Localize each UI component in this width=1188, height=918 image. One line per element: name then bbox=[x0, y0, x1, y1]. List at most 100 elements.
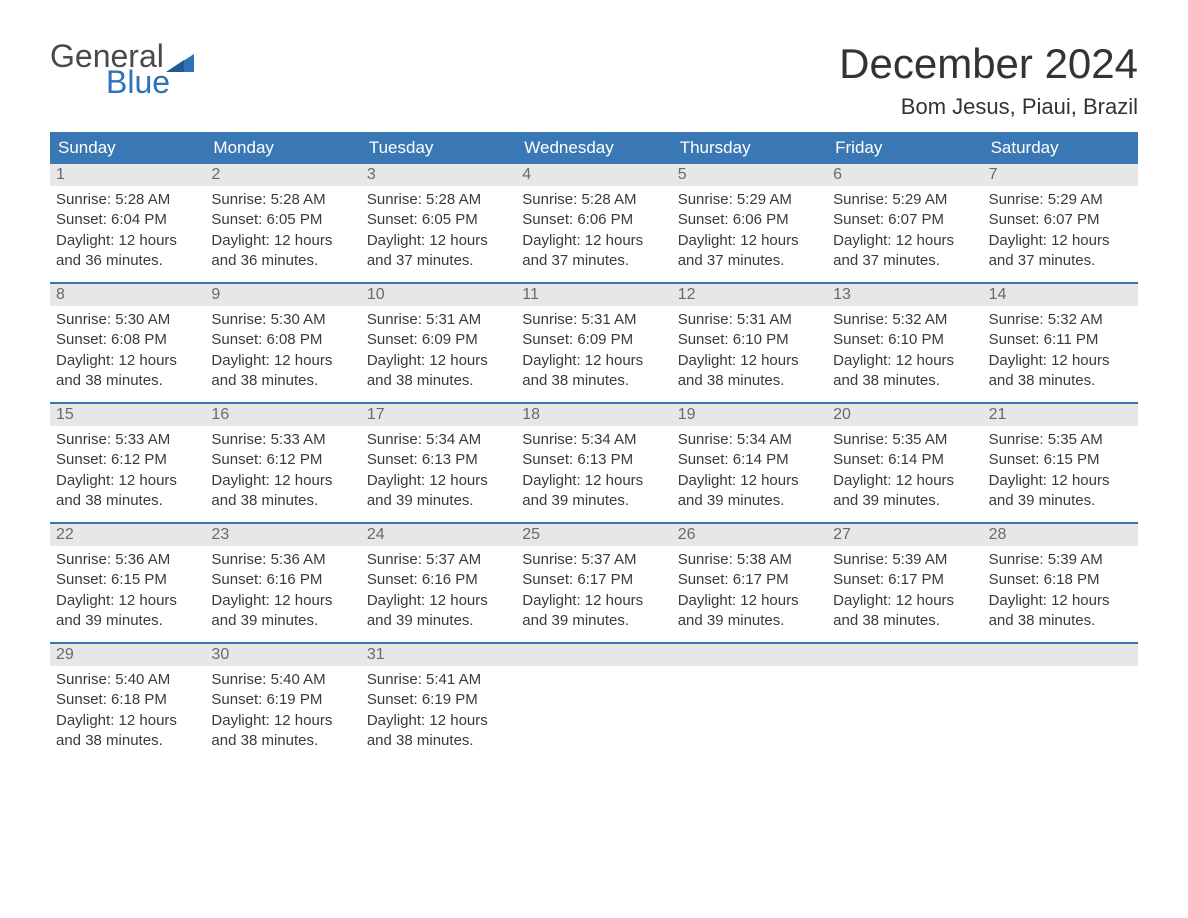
daylight-line: Daylight: 12 hours and 38 minutes. bbox=[211, 351, 354, 392]
empty-cell bbox=[983, 644, 1138, 762]
day-cell: 19Sunrise: 5:34 AMSunset: 6:14 PMDayligh… bbox=[672, 404, 827, 522]
sunrise-line: Sunrise: 5:36 AM bbox=[211, 550, 354, 570]
sunrise-line: Sunrise: 5:39 AM bbox=[989, 550, 1132, 570]
sunrise-line: Sunrise: 5:33 AM bbox=[56, 430, 199, 450]
empty-cell bbox=[672, 644, 827, 762]
day-details: Sunrise: 5:32 AMSunset: 6:11 PMDaylight:… bbox=[983, 306, 1138, 399]
day-cell: 13Sunrise: 5:32 AMSunset: 6:10 PMDayligh… bbox=[827, 284, 982, 402]
sunrise-line: Sunrise: 5:28 AM bbox=[211, 190, 354, 210]
day-cell: 26Sunrise: 5:38 AMSunset: 6:17 PMDayligh… bbox=[672, 524, 827, 642]
day-number: 25 bbox=[516, 524, 671, 546]
sunset-line: Sunset: 6:11 PM bbox=[989, 330, 1132, 350]
weeks-container: 1Sunrise: 5:28 AMSunset: 6:04 PMDaylight… bbox=[50, 164, 1138, 762]
day-details: Sunrise: 5:41 AMSunset: 6:19 PMDaylight:… bbox=[361, 666, 516, 759]
daylight-line: Daylight: 12 hours and 38 minutes. bbox=[367, 351, 510, 392]
sunset-line: Sunset: 6:16 PM bbox=[211, 570, 354, 590]
sunrise-line: Sunrise: 5:39 AM bbox=[833, 550, 976, 570]
weekday-header: Thursday bbox=[672, 132, 827, 164]
day-cell: 30Sunrise: 5:40 AMSunset: 6:19 PMDayligh… bbox=[205, 644, 360, 762]
daylight-line: Daylight: 12 hours and 38 minutes. bbox=[678, 351, 821, 392]
sunset-line: Sunset: 6:10 PM bbox=[833, 330, 976, 350]
sunset-line: Sunset: 6:04 PM bbox=[56, 210, 199, 230]
sunset-line: Sunset: 6:05 PM bbox=[211, 210, 354, 230]
day-details: Sunrise: 5:28 AMSunset: 6:05 PMDaylight:… bbox=[205, 186, 360, 279]
day-number: 22 bbox=[50, 524, 205, 546]
day-number bbox=[983, 644, 1138, 666]
sunrise-line: Sunrise: 5:29 AM bbox=[989, 190, 1132, 210]
day-number: 27 bbox=[827, 524, 982, 546]
day-cell: 5Sunrise: 5:29 AMSunset: 6:06 PMDaylight… bbox=[672, 164, 827, 282]
day-details: Sunrise: 5:39 AMSunset: 6:17 PMDaylight:… bbox=[827, 546, 982, 639]
daylight-line: Daylight: 12 hours and 39 minutes. bbox=[367, 471, 510, 512]
sunrise-line: Sunrise: 5:36 AM bbox=[56, 550, 199, 570]
day-details: Sunrise: 5:37 AMSunset: 6:17 PMDaylight:… bbox=[516, 546, 671, 639]
sunset-line: Sunset: 6:13 PM bbox=[522, 450, 665, 470]
daylight-line: Daylight: 12 hours and 39 minutes. bbox=[367, 591, 510, 632]
day-cell: 23Sunrise: 5:36 AMSunset: 6:16 PMDayligh… bbox=[205, 524, 360, 642]
day-number: 9 bbox=[205, 284, 360, 306]
day-details: Sunrise: 5:40 AMSunset: 6:19 PMDaylight:… bbox=[205, 666, 360, 759]
daylight-line: Daylight: 12 hours and 39 minutes. bbox=[56, 591, 199, 632]
week-row: 29Sunrise: 5:40 AMSunset: 6:18 PMDayligh… bbox=[50, 642, 1138, 762]
day-number: 23 bbox=[205, 524, 360, 546]
sunset-line: Sunset: 6:12 PM bbox=[56, 450, 199, 470]
day-cell: 16Sunrise: 5:33 AMSunset: 6:12 PMDayligh… bbox=[205, 404, 360, 522]
sunrise-line: Sunrise: 5:31 AM bbox=[367, 310, 510, 330]
daylight-line: Daylight: 12 hours and 38 minutes. bbox=[56, 471, 199, 512]
sunset-line: Sunset: 6:08 PM bbox=[56, 330, 199, 350]
daylight-line: Daylight: 12 hours and 37 minutes. bbox=[367, 231, 510, 272]
weekday-header: Monday bbox=[205, 132, 360, 164]
sunrise-line: Sunrise: 5:31 AM bbox=[678, 310, 821, 330]
sunrise-line: Sunrise: 5:40 AM bbox=[211, 670, 354, 690]
day-number: 4 bbox=[516, 164, 671, 186]
day-cell: 6Sunrise: 5:29 AMSunset: 6:07 PMDaylight… bbox=[827, 164, 982, 282]
day-details: Sunrise: 5:36 AMSunset: 6:15 PMDaylight:… bbox=[50, 546, 205, 639]
daylight-line: Daylight: 12 hours and 38 minutes. bbox=[522, 351, 665, 392]
sunset-line: Sunset: 6:19 PM bbox=[367, 690, 510, 710]
month-title: December 2024 bbox=[839, 40, 1138, 88]
daylight-line: Daylight: 12 hours and 38 minutes. bbox=[989, 591, 1132, 632]
day-details: Sunrise: 5:39 AMSunset: 6:18 PMDaylight:… bbox=[983, 546, 1138, 639]
sunset-line: Sunset: 6:10 PM bbox=[678, 330, 821, 350]
sunset-line: Sunset: 6:13 PM bbox=[367, 450, 510, 470]
sunrise-line: Sunrise: 5:28 AM bbox=[522, 190, 665, 210]
day-details: Sunrise: 5:29 AMSunset: 6:07 PMDaylight:… bbox=[983, 186, 1138, 279]
daylight-line: Daylight: 12 hours and 36 minutes. bbox=[56, 231, 199, 272]
weekday-header: Wednesday bbox=[516, 132, 671, 164]
day-cell: 14Sunrise: 5:32 AMSunset: 6:11 PMDayligh… bbox=[983, 284, 1138, 402]
sunset-line: Sunset: 6:14 PM bbox=[833, 450, 976, 470]
day-cell: 28Sunrise: 5:39 AMSunset: 6:18 PMDayligh… bbox=[983, 524, 1138, 642]
day-details: Sunrise: 5:30 AMSunset: 6:08 PMDaylight:… bbox=[205, 306, 360, 399]
sunrise-line: Sunrise: 5:30 AM bbox=[56, 310, 199, 330]
daylight-line: Daylight: 12 hours and 38 minutes. bbox=[56, 351, 199, 392]
logo: General Blue bbox=[50, 40, 194, 98]
day-number: 14 bbox=[983, 284, 1138, 306]
sunset-line: Sunset: 6:17 PM bbox=[678, 570, 821, 590]
sunrise-line: Sunrise: 5:29 AM bbox=[678, 190, 821, 210]
day-number: 26 bbox=[672, 524, 827, 546]
daylight-line: Daylight: 12 hours and 38 minutes. bbox=[211, 711, 354, 752]
sunset-line: Sunset: 6:08 PM bbox=[211, 330, 354, 350]
daylight-line: Daylight: 12 hours and 39 minutes. bbox=[678, 471, 821, 512]
sunset-line: Sunset: 6:05 PM bbox=[367, 210, 510, 230]
day-number: 15 bbox=[50, 404, 205, 426]
daylight-line: Daylight: 12 hours and 38 minutes. bbox=[989, 351, 1132, 392]
daylight-line: Daylight: 12 hours and 37 minutes. bbox=[989, 231, 1132, 272]
day-number: 24 bbox=[361, 524, 516, 546]
day-details: Sunrise: 5:33 AMSunset: 6:12 PMDaylight:… bbox=[50, 426, 205, 519]
daylight-line: Daylight: 12 hours and 37 minutes. bbox=[522, 231, 665, 272]
daylight-line: Daylight: 12 hours and 39 minutes. bbox=[522, 471, 665, 512]
day-details: Sunrise: 5:29 AMSunset: 6:07 PMDaylight:… bbox=[827, 186, 982, 279]
week-row: 15Sunrise: 5:33 AMSunset: 6:12 PMDayligh… bbox=[50, 402, 1138, 522]
calendar: SundayMondayTuesdayWednesdayThursdayFrid… bbox=[50, 132, 1138, 762]
day-number: 28 bbox=[983, 524, 1138, 546]
day-cell: 24Sunrise: 5:37 AMSunset: 6:16 PMDayligh… bbox=[361, 524, 516, 642]
day-details: Sunrise: 5:36 AMSunset: 6:16 PMDaylight:… bbox=[205, 546, 360, 639]
daylight-line: Daylight: 12 hours and 39 minutes. bbox=[211, 591, 354, 632]
day-details: Sunrise: 5:34 AMSunset: 6:13 PMDaylight:… bbox=[516, 426, 671, 519]
day-details: Sunrise: 5:34 AMSunset: 6:13 PMDaylight:… bbox=[361, 426, 516, 519]
day-number: 12 bbox=[672, 284, 827, 306]
daylight-line: Daylight: 12 hours and 38 minutes. bbox=[833, 351, 976, 392]
header: General Blue December 2024 Bom Jesus, Pi… bbox=[50, 40, 1138, 120]
daylight-line: Daylight: 12 hours and 39 minutes. bbox=[678, 591, 821, 632]
